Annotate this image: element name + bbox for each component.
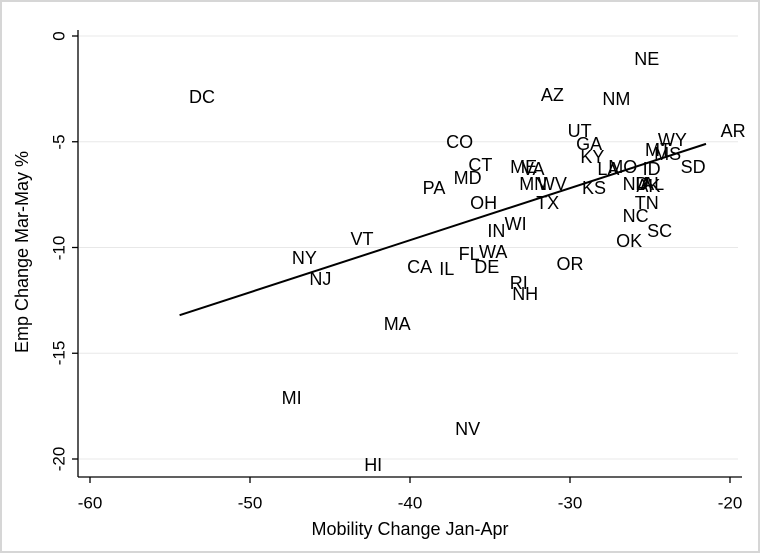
- state-label-SD: SD: [680, 157, 706, 178]
- state-label-OK: OK: [616, 231, 643, 252]
- state-label-NH: NH: [512, 284, 539, 305]
- state-label-KS: KS: [581, 178, 607, 199]
- state-label-MI: MI: [281, 387, 302, 408]
- state-label-CT: CT: [468, 155, 493, 175]
- state-label-RI: RI: [509, 273, 528, 294]
- state-label-LA: LA: [597, 159, 620, 180]
- state-label-AR: AR: [720, 121, 746, 142]
- y-tick-label--5: -5: [49, 134, 69, 150]
- state-label-ND: ND: [622, 174, 649, 195]
- state-label-GA: GA: [576, 133, 603, 154]
- x-tick-label--20: -20: [717, 493, 743, 513]
- x-tick-label--40: -40: [397, 493, 423, 513]
- state-label-OH: OH: [470, 193, 498, 214]
- state-label-WV: WV: [537, 174, 567, 195]
- state-label-NC: NC: [622, 205, 649, 226]
- x-tick-label--30: -30: [557, 493, 583, 513]
- state-label-CA: CA: [407, 256, 433, 277]
- y-tick-label-0: 0: [49, 31, 69, 41]
- state-label-UT: UT: [567, 121, 592, 142]
- state-label-MD: MD: [453, 167, 482, 188]
- state-label-VA: VA: [521, 159, 545, 180]
- state-label-CO: CO: [446, 131, 474, 152]
- state-label-WI: WI: [504, 214, 527, 235]
- state-label-NV: NV: [455, 419, 481, 440]
- y-axis-title: Emp Change Mar-May %: [12, 150, 32, 353]
- state-label-ME: ME: [510, 157, 538, 178]
- state-label-MS: MS: [654, 144, 682, 165]
- state-label-IN: IN: [487, 220, 506, 241]
- state-label-DC: DC: [189, 87, 215, 108]
- state-label-TN: TN: [634, 193, 659, 214]
- state-label-WA: WA: [479, 241, 508, 262]
- state-label-OR: OR: [556, 254, 584, 275]
- state-label-VT: VT: [350, 229, 374, 250]
- trend-line: [179, 142, 707, 317]
- y-tick-label--15: -15: [49, 340, 69, 366]
- y-tick-label--10: -10: [49, 235, 69, 260]
- state-label-MN: MN: [519, 174, 548, 195]
- y-tick-label--20: -20: [49, 446, 69, 472]
- state-label-WY: WY: [657, 129, 687, 150]
- state-label-KY: KY: [580, 146, 605, 167]
- state-label-IL: IL: [439, 258, 455, 279]
- x-tick-label--50: -50: [237, 493, 263, 513]
- state-label-NJ: NJ: [309, 269, 332, 290]
- state-label-MA: MA: [383, 313, 411, 334]
- state-label-MT: MT: [645, 140, 671, 161]
- state-label-TX: TX: [536, 193, 560, 214]
- state-label-AK: AK: [636, 176, 661, 197]
- state-label-AZ: AZ: [540, 85, 564, 106]
- state-label-IA: IA: [635, 174, 653, 195]
- state-label-PA: PA: [422, 178, 446, 199]
- state-label-DE: DE: [474, 256, 500, 277]
- state-label-AL: AL: [642, 174, 665, 195]
- state-label-NE: NE: [634, 49, 660, 70]
- state-label-NY: NY: [291, 248, 317, 269]
- state-label-HI: HI: [364, 455, 383, 476]
- state-label-FL: FL: [458, 243, 480, 264]
- x-tick-label--60: -60: [77, 493, 103, 513]
- x-axis-title: Mobility Change Jan-Apr: [311, 519, 509, 539]
- state-label-MO: MO: [608, 157, 638, 178]
- state-label-NM: NM: [602, 89, 631, 110]
- state-label-ID: ID: [642, 159, 661, 180]
- state-label-SC: SC: [647, 220, 673, 241]
